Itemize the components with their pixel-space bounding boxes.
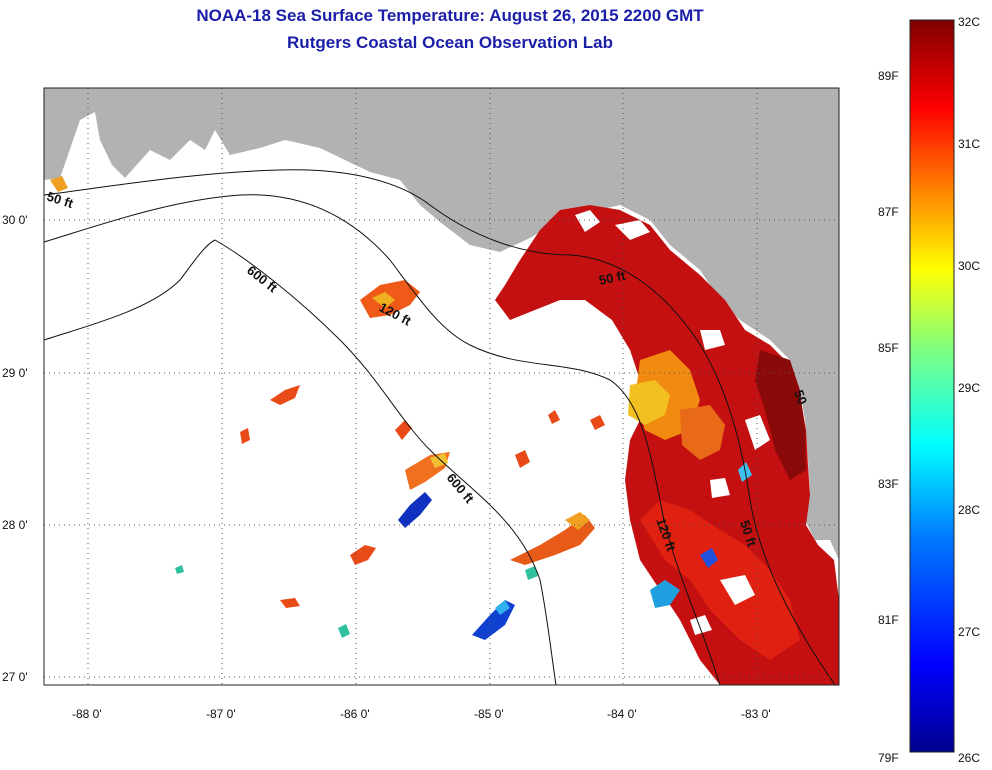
lon-tick-label: -85 0' xyxy=(474,707,504,721)
lon-tick-label: -88 0' xyxy=(72,707,102,721)
depth-contour-600ft xyxy=(44,239,557,685)
plot-frame xyxy=(43,87,840,686)
sst-data-overlay xyxy=(50,176,839,685)
celsius-label: 28C xyxy=(958,503,980,517)
color-bar: 32C 31C 30C 29C 28C 27C 26C 89F 87F 85F … xyxy=(878,15,980,765)
lat-tick-label: 27 0' xyxy=(2,670,28,684)
longitude-axis: -88 0' -87 0' -86 0' -85 0' -84 0' -83 0… xyxy=(72,707,771,721)
lon-tick-label: -86 0' xyxy=(340,707,370,721)
depth-label: 50 ft xyxy=(598,268,628,288)
celsius-label: 31C xyxy=(958,137,980,151)
fahrenheit-label: 89F xyxy=(878,69,899,83)
depth-contour-120ft xyxy=(44,194,721,685)
celsius-label: 30C xyxy=(958,259,980,273)
map-title: NOAA-18 Sea Surface Temperature: August … xyxy=(196,6,704,25)
fahrenheit-label: 87F xyxy=(878,205,899,219)
lon-tick-label: -87 0' xyxy=(206,707,236,721)
fahrenheit-label: 81F xyxy=(878,613,899,627)
depth-contour-50ft xyxy=(44,169,836,685)
color-bar-gradient xyxy=(909,19,955,753)
celsius-label: 29C xyxy=(958,381,980,395)
lat-tick-label: 28 0' xyxy=(2,518,28,532)
celsius-label: 26C xyxy=(958,751,980,765)
lat-tick-label: 29 0' xyxy=(2,366,28,380)
map-subtitle: Rutgers Coastal Ocean Observation Lab xyxy=(287,33,613,52)
lon-tick-label: -84 0' xyxy=(607,707,637,721)
celsius-label: 32C xyxy=(958,15,980,29)
latitude-axis: 30 0' 29 0' 28 0' 27 0' xyxy=(2,213,28,684)
depth-label: 50 xyxy=(791,388,810,407)
lat-tick-label: 30 0' xyxy=(2,213,28,227)
celsius-label: 27C xyxy=(958,625,980,639)
fahrenheit-label: 79F xyxy=(878,751,899,765)
fahrenheit-label: 85F xyxy=(878,341,899,355)
fahrenheit-label: 83F xyxy=(878,477,899,491)
lon-tick-label: -83 0' xyxy=(741,707,771,721)
